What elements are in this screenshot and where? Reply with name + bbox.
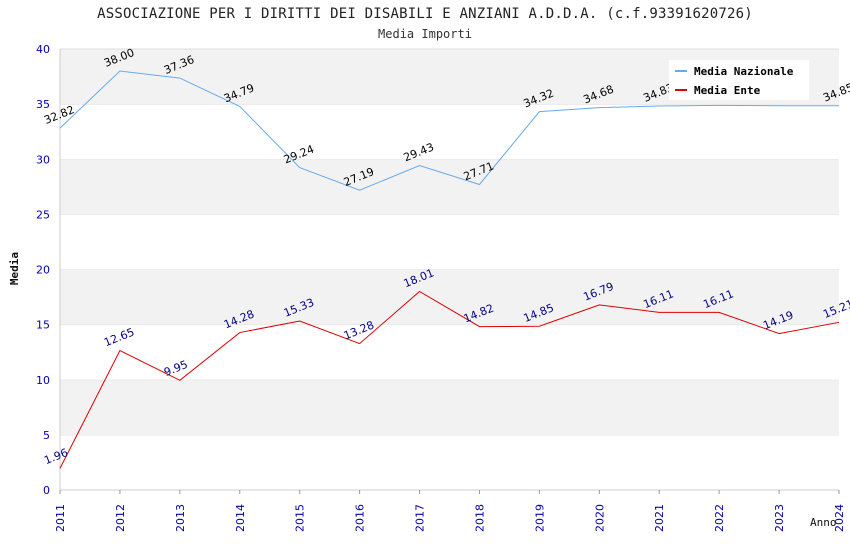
grid-band (60, 104, 839, 160)
y-tick-label: 40 (36, 43, 50, 56)
legend-label-ente: Media Ente (694, 83, 761, 97)
x-tick-label: 2016 (354, 504, 367, 532)
x-axis-label: Anno (810, 516, 837, 529)
legend-item-nazionale: Media Nazionale (675, 63, 793, 79)
grid-band (60, 379, 839, 435)
chart-title: ASSOCIAZIONE PER I DIRITTI DEI DISABILI … (97, 6, 753, 22)
x-tick-label: 2011 (54, 504, 67, 532)
legend-swatch-nazionale (675, 70, 687, 72)
x-tick-label: 2022 (713, 504, 726, 532)
y-tick-labels: 0 5 10 15 20 25 30 35 40 (36, 43, 50, 497)
x-tick-label: 2024 (833, 504, 846, 532)
y-tick-label: 10 (36, 374, 50, 387)
x-tick-label: 2021 (653, 504, 666, 532)
x-tick-label: 2013 (174, 504, 187, 532)
grid-band (60, 214, 839, 270)
x-tick-label: 2020 (593, 504, 606, 532)
grid-band (60, 324, 839, 380)
x-tick-label: 2017 (414, 504, 427, 532)
x-tick-label: 2014 (234, 504, 247, 532)
x-tick-label: 2018 (473, 504, 486, 532)
legend: Media Nazionale Media Ente (669, 60, 809, 100)
grid-bands (60, 48, 839, 490)
chart-subtitle: Media Importi (378, 27, 472, 41)
legend-swatch-ente (675, 89, 687, 91)
x-tick-label: 2015 (294, 504, 307, 532)
x-tick-labels: 2011 2012 2013 2014 2015 2016 2017 2018 2019 2020… (54, 504, 846, 532)
y-axis-label: Media (8, 251, 22, 286)
y-tick-label: 0 (43, 484, 50, 497)
y-tick-label: 15 (36, 319, 50, 332)
y-tick-label: 25 (36, 208, 50, 221)
y-tick-label: 30 (36, 153, 50, 166)
x-tick-label: 2023 (773, 504, 786, 532)
grid-band (60, 269, 839, 325)
grid-band (60, 159, 839, 215)
series-line-ente (59, 290, 840, 469)
y-tick-label: 20 (36, 264, 50, 277)
y-tick-label: 35 (36, 98, 50, 111)
axes (59, 49, 840, 494)
series-lines (59, 70, 840, 469)
x-tick-label: 2019 (533, 504, 546, 532)
x-tick-label: 2012 (114, 504, 127, 532)
legend-item-ente: Media Ente (675, 82, 760, 98)
series-line-nazionale (59, 70, 839, 191)
y-tick-label: 5 (43, 429, 50, 442)
legend-label-nazionale: Media Nazionale (694, 64, 794, 78)
grid-band (60, 434, 839, 490)
